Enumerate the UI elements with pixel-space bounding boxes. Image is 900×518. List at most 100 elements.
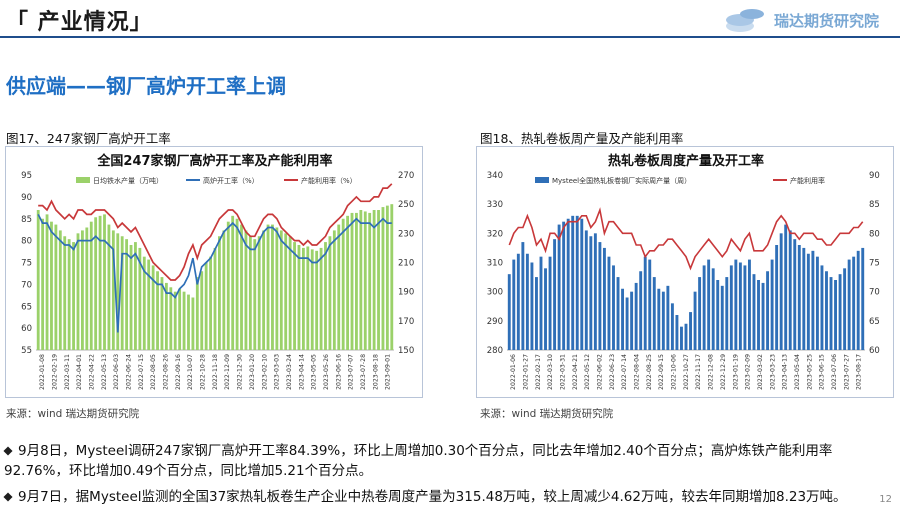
bar xyxy=(262,230,266,350)
x-tick-label: 2023-02-09 xyxy=(745,354,752,390)
y-left-tick-label: 280 xyxy=(487,346,503,356)
bar xyxy=(729,265,733,350)
y-left-tick-label: 85 xyxy=(21,215,32,225)
bar xyxy=(306,246,310,350)
x-tick-label: 2023-03-23 xyxy=(769,354,776,390)
bar xyxy=(593,233,597,350)
y-left-tick-label: 75 xyxy=(21,259,32,269)
x-tick-label: 2022-08-26 xyxy=(162,354,169,390)
bar xyxy=(164,282,168,350)
bar xyxy=(825,271,828,350)
x-tick-label: 2022-03-31 xyxy=(559,354,566,390)
bar xyxy=(584,230,588,350)
bar xyxy=(607,256,611,350)
bar xyxy=(548,256,552,350)
y-right-tick-label: 190 xyxy=(398,288,414,298)
x-tick-label: 2023-01-19 xyxy=(732,354,739,390)
bar xyxy=(507,274,511,350)
bar xyxy=(738,262,742,350)
y-right-tick-label: 75 xyxy=(869,259,880,269)
bar xyxy=(616,277,620,350)
bar xyxy=(218,236,221,350)
bar xyxy=(363,211,367,350)
y-left-tick-label: 70 xyxy=(21,280,32,290)
bar xyxy=(657,288,661,350)
bar xyxy=(98,215,102,350)
bar xyxy=(271,224,274,350)
x-tick-label: 2023-04-14 xyxy=(298,354,305,390)
x-tick-label: 2022-08-05 xyxy=(150,354,157,390)
bar xyxy=(820,265,824,350)
bar xyxy=(94,217,98,350)
coin-stack-icon xyxy=(726,9,764,32)
bar xyxy=(253,239,257,350)
bar xyxy=(368,212,372,350)
bar xyxy=(530,262,534,350)
fig18-caption: 图18、热轧卷板周产量及产能利用率 xyxy=(480,131,684,146)
bar xyxy=(666,285,670,350)
bar xyxy=(257,236,261,350)
x-tick-label: 2022-01-08 xyxy=(39,354,46,390)
bar xyxy=(226,221,230,350)
x-tick-label: 2022-05-12 xyxy=(584,354,591,390)
bar xyxy=(72,242,75,350)
bar xyxy=(138,247,142,350)
bar xyxy=(802,247,806,350)
x-tick-label: 2022-05-13 xyxy=(101,354,108,390)
x-tick-label: 2022-04-01 xyxy=(76,354,83,390)
bar xyxy=(36,210,40,350)
x-tick-label: 2022-10-07 xyxy=(187,354,194,390)
bar xyxy=(557,224,561,350)
y-right-tick-label: 70 xyxy=(869,288,880,298)
bar xyxy=(621,288,625,350)
bar xyxy=(80,230,84,350)
legend-label: 产能利用率 xyxy=(790,176,825,185)
x-tick-label: 2023-05-05 xyxy=(311,354,318,390)
series-line xyxy=(38,183,393,281)
bar xyxy=(324,242,327,350)
bar xyxy=(341,218,345,350)
bar xyxy=(793,239,797,350)
bar xyxy=(815,256,819,350)
legend-label: 高炉开工率（%） xyxy=(203,176,259,185)
bar xyxy=(76,233,80,350)
bar xyxy=(580,218,584,350)
bar xyxy=(182,291,186,350)
bar xyxy=(120,236,124,350)
bar xyxy=(589,236,593,350)
bar xyxy=(346,215,350,350)
x-tick-label: 2022-06-23 xyxy=(609,354,616,390)
y-left-tick-label: 95 xyxy=(21,171,32,181)
y-left-tick-label: 60 xyxy=(21,324,32,334)
bar xyxy=(204,262,208,350)
bar xyxy=(829,277,833,350)
bar xyxy=(535,277,538,350)
bullet-blast-furnace: 9月8日，Mysteel调研247家钢厂高炉开工率84.39%，环比上周增加0.… xyxy=(3,441,896,481)
x-tick-label: 2023-07-27 xyxy=(843,354,850,390)
bar xyxy=(160,277,164,350)
bar xyxy=(512,259,516,350)
x-tick-label: 2023-09-01 xyxy=(385,354,392,390)
chart-title: 热轧卷板周度产量及开工率 xyxy=(608,153,764,169)
bar xyxy=(248,236,252,350)
x-tick-label: 2023-07-28 xyxy=(360,354,367,390)
bar xyxy=(652,277,656,350)
y-right-tick-label: 80 xyxy=(869,229,880,239)
y-left-tick-label: 300 xyxy=(487,288,503,298)
x-tick-label: 2022-04-21 xyxy=(572,354,579,390)
y-right-tick-label: 210 xyxy=(398,259,414,269)
bar xyxy=(191,297,195,350)
x-tick-label: 2023-06-16 xyxy=(335,354,342,390)
fig18-source: 来源：wind 瑞达期货研究院 xyxy=(480,408,614,420)
bar xyxy=(612,265,615,350)
bar xyxy=(89,221,93,350)
bullet-text-1: 9月8日，Mysteel调研247家钢厂高炉开工率84.39%，环比上周增加0.… xyxy=(4,443,833,479)
bar xyxy=(200,271,204,350)
bar xyxy=(103,214,106,350)
bar xyxy=(134,242,137,350)
bar xyxy=(766,271,770,350)
y-right-tick-label: 270 xyxy=(398,171,414,181)
series-line xyxy=(508,207,864,271)
bullet-icon xyxy=(3,446,13,456)
bar xyxy=(244,230,248,350)
